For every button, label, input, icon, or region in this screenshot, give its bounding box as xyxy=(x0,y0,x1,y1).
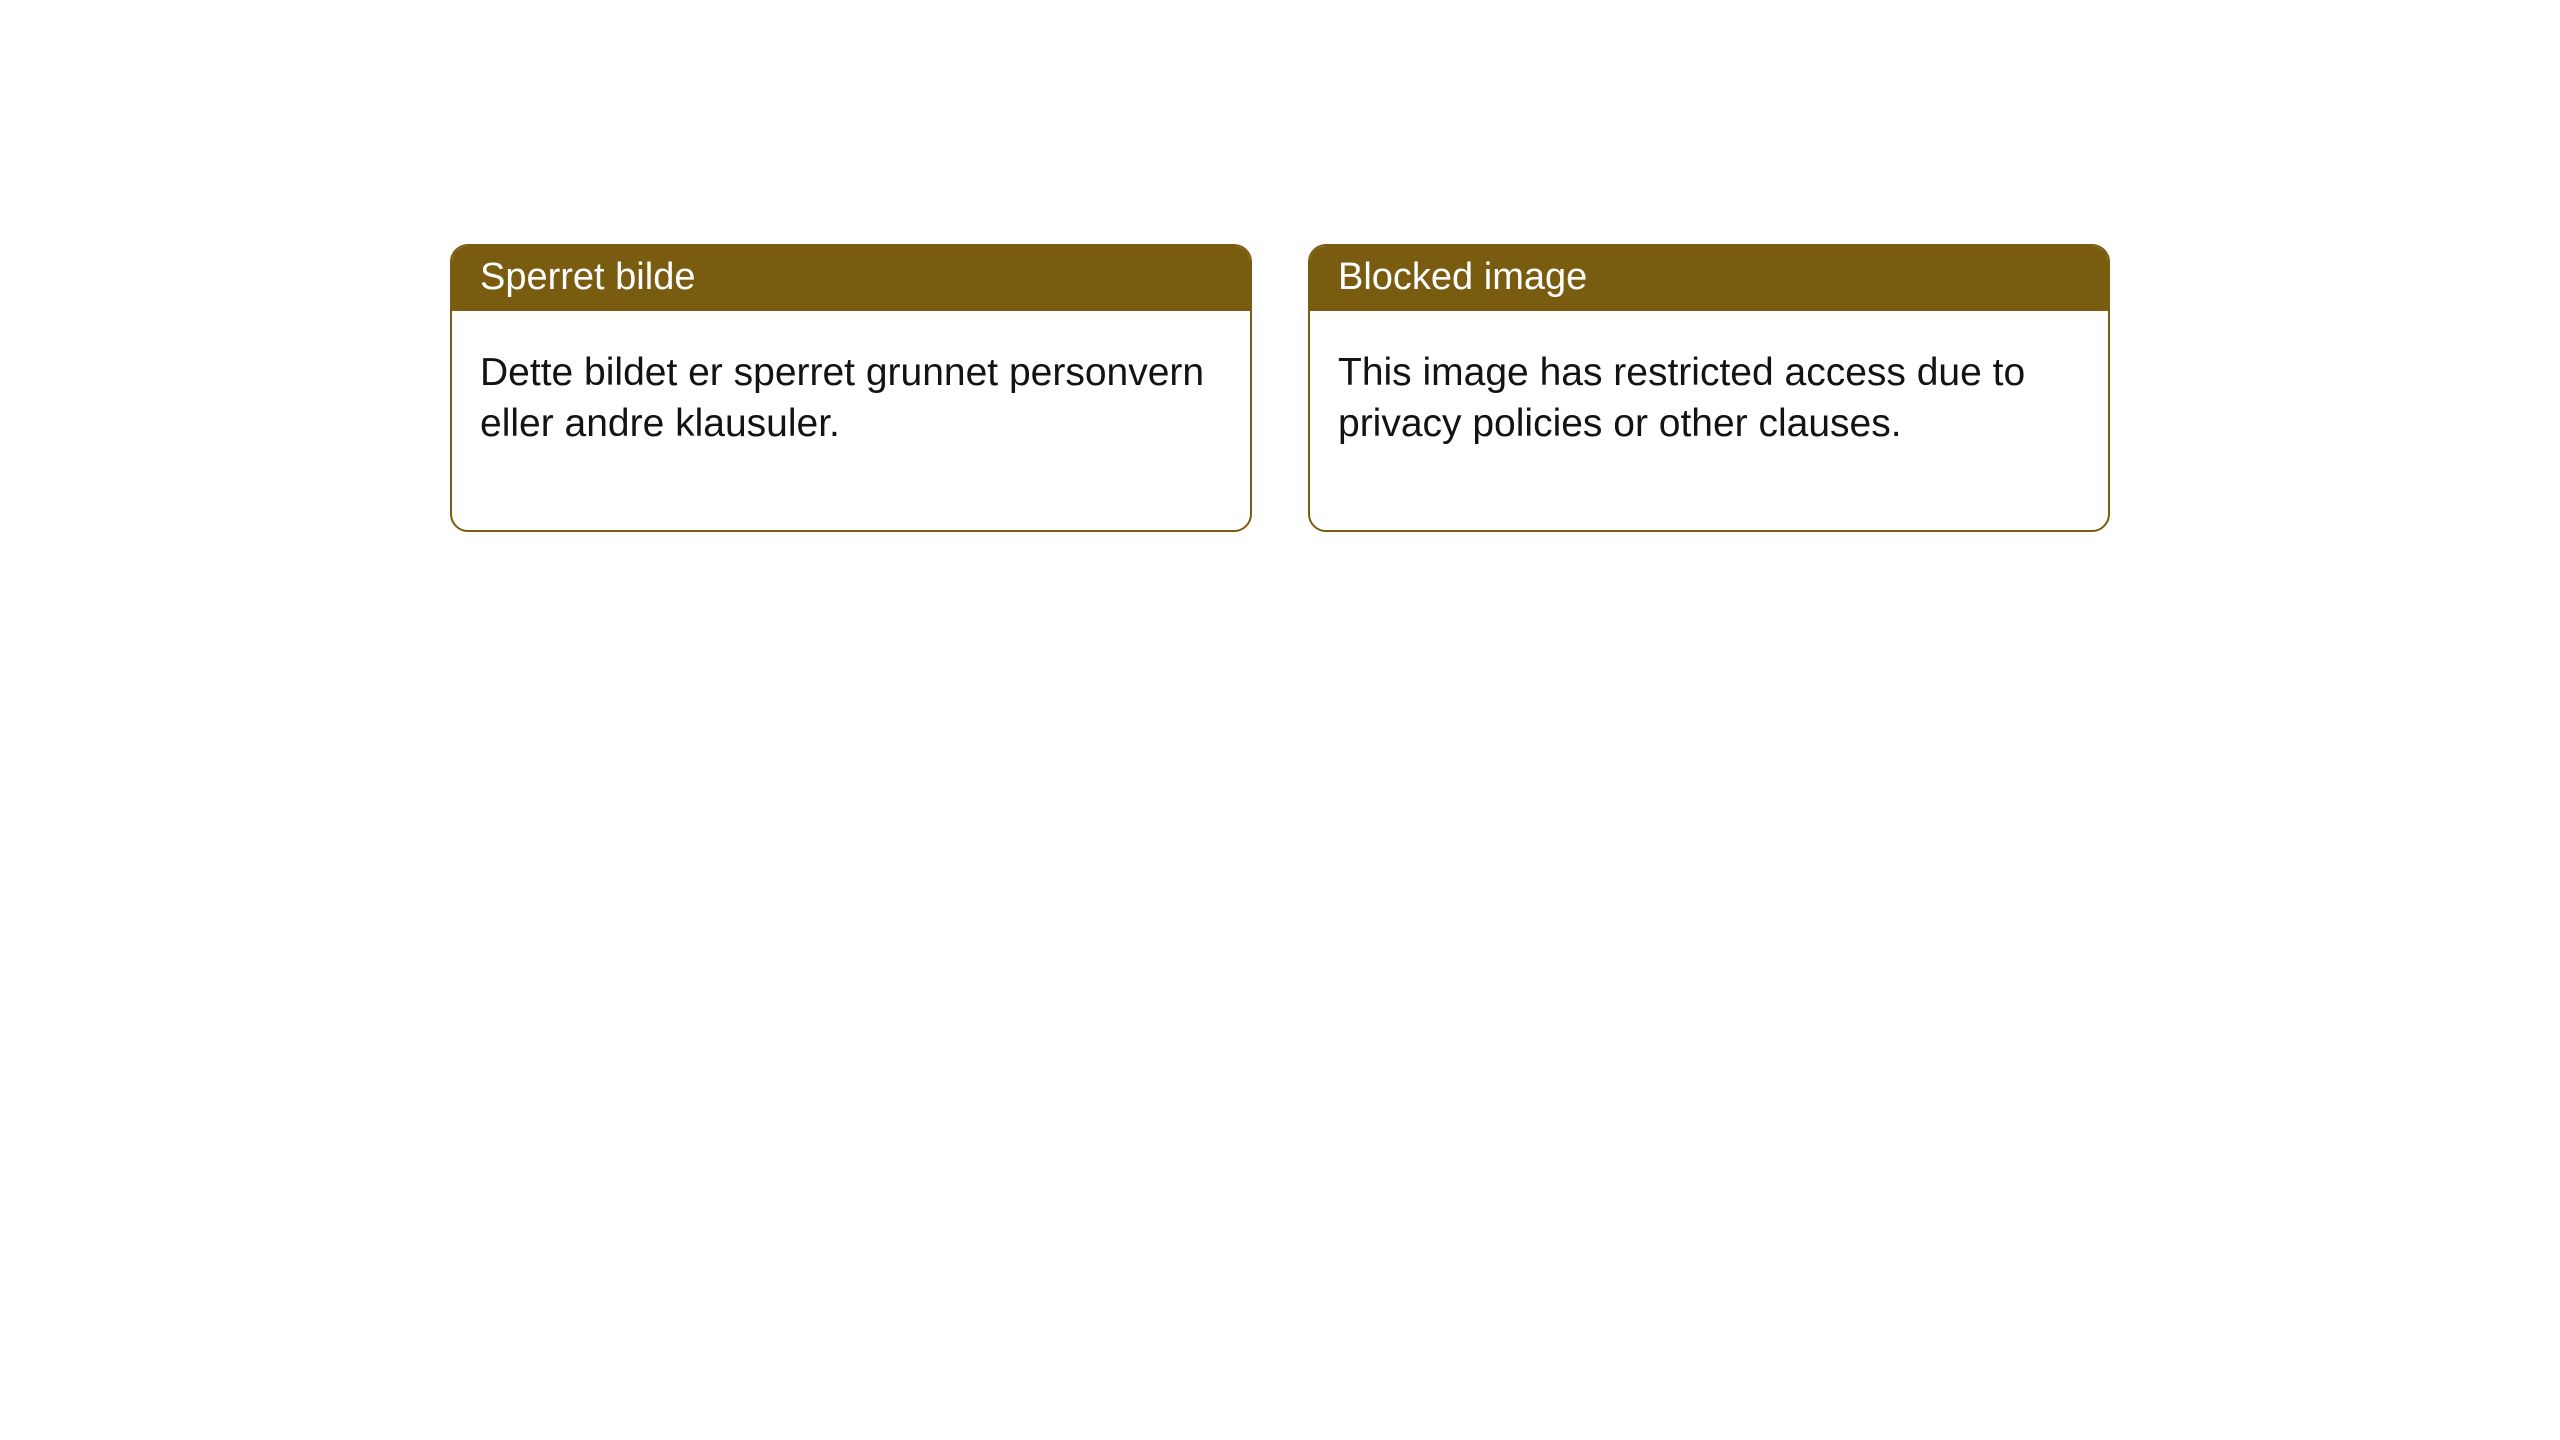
notice-container: Sperret bilde Dette bildet er sperret gr… xyxy=(0,0,2560,532)
notice-title-norwegian: Sperret bilde xyxy=(452,246,1250,311)
notice-card-english: Blocked image This image has restricted … xyxy=(1308,244,2110,532)
notice-card-norwegian: Sperret bilde Dette bildet er sperret gr… xyxy=(450,244,1252,532)
notice-title-english: Blocked image xyxy=(1310,246,2108,311)
notice-body-norwegian: Dette bildet er sperret grunnet personve… xyxy=(452,311,1250,530)
notice-body-english: This image has restricted access due to … xyxy=(1310,311,2108,530)
